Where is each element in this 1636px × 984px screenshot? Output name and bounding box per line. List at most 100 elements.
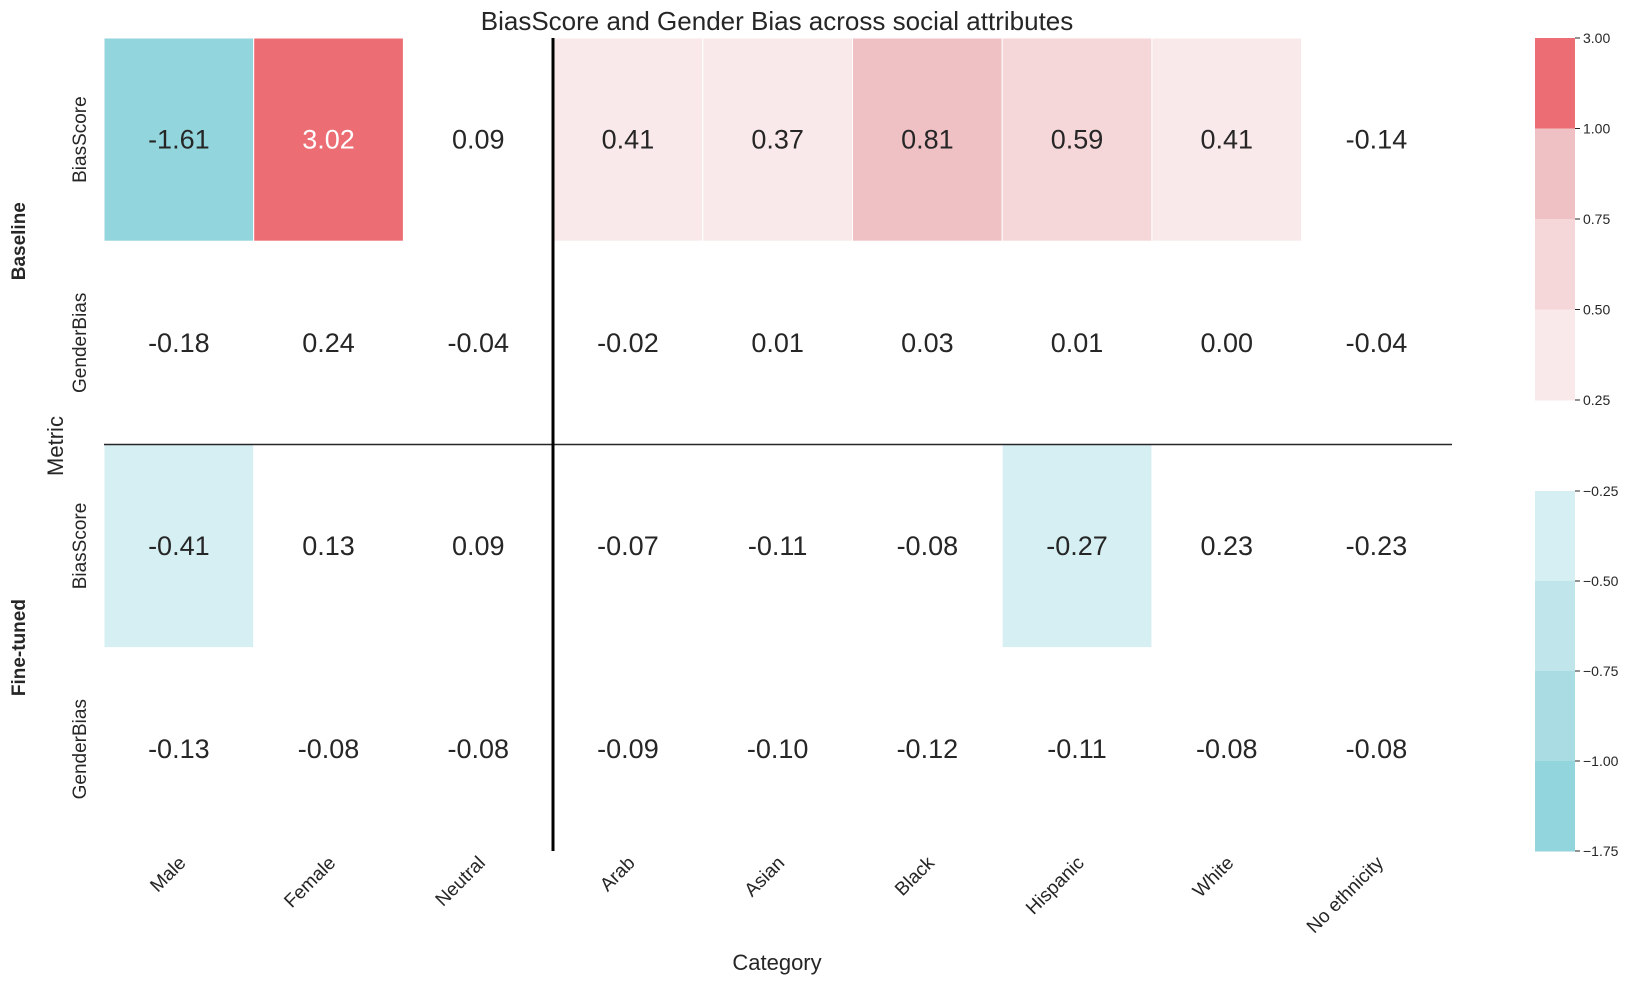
cell-value-label: -0.08 bbox=[1346, 734, 1408, 764]
colorbar-segment bbox=[1535, 219, 1575, 310]
colorbar-tick-label: −0.25 bbox=[1583, 483, 1619, 499]
cell-value-label: -0.12 bbox=[897, 734, 959, 764]
row-tick-label: BiasScore bbox=[70, 503, 91, 590]
x-tick-label: Black bbox=[891, 852, 939, 900]
section-dividers bbox=[104, 38, 1452, 851]
heatmap-cell bbox=[1002, 241, 1152, 445]
heatmap-cell bbox=[1151, 241, 1302, 445]
cell-value-label: 0.03 bbox=[901, 328, 954, 358]
colorbar-segment bbox=[1535, 491, 1575, 582]
heatmap-cell bbox=[253, 444, 404, 648]
heatmap-cell bbox=[852, 444, 1003, 648]
colorbar-tick-label: −0.50 bbox=[1583, 573, 1619, 589]
heatmap-cell bbox=[403, 38, 554, 242]
heatmap-cell bbox=[1001, 37, 1153, 242]
x-tick-label: Asian bbox=[741, 853, 789, 901]
colorbar-tick-label: 1.00 bbox=[1583, 121, 1610, 137]
colorbar-tick-label: −1.75 bbox=[1583, 843, 1619, 859]
cell-value-label: 0.41 bbox=[602, 125, 655, 155]
cell-value-label: -0.14 bbox=[1346, 125, 1408, 155]
heatmap-cell bbox=[852, 647, 1003, 851]
row-tick-label: GenderBias bbox=[70, 699, 91, 799]
cell-value-label: -1.61 bbox=[148, 125, 210, 155]
x-tick-label: Arab bbox=[596, 853, 639, 896]
cell-value-label: 0.13 bbox=[302, 531, 355, 561]
colorbar-tick-label: 0.75 bbox=[1583, 211, 1610, 227]
heatmap-cell bbox=[1001, 443, 1153, 649]
group-label: Baseline bbox=[9, 202, 30, 280]
cell-value-label: 0.09 bbox=[452, 125, 505, 155]
heatmap-cell bbox=[553, 647, 703, 851]
colorbar-segment bbox=[1535, 38, 1575, 129]
colorbar-tick-label: −0.75 bbox=[1583, 663, 1619, 679]
x-tick-label: Hispanic bbox=[1022, 853, 1088, 919]
heatmap-cells bbox=[103, 37, 1452, 851]
cell-value-label: 3.02 bbox=[302, 125, 355, 155]
colorbar-tick-label: −1.00 bbox=[1583, 753, 1619, 769]
cell-value-label: 0.41 bbox=[1200, 125, 1253, 155]
row-labels: BiasScore GenderBias BiasScore GenderBias bbox=[70, 96, 91, 799]
cell-value-label: -0.04 bbox=[447, 328, 509, 358]
cell-value-label: -0.10 bbox=[747, 734, 809, 764]
heatmap-cell bbox=[702, 647, 853, 851]
colorbars: 3.00 1.00 0.75 0.50 0.25 −0.25 −0.50 −0.75 −1.00… bbox=[1535, 30, 1619, 859]
colorbar-tick-label: 0.25 bbox=[1583, 392, 1610, 408]
cell-value-label: 0.81 bbox=[901, 125, 954, 155]
heatmap-cell bbox=[253, 241, 404, 445]
heatmap-cell bbox=[702, 444, 853, 648]
cell-value-label: 0.01 bbox=[751, 328, 804, 358]
heatmap-cell bbox=[1301, 444, 1452, 648]
heatmap-cell bbox=[1301, 241, 1452, 445]
heatmap-cell bbox=[253, 37, 404, 242]
cell-value-label: 0.00 bbox=[1200, 328, 1253, 358]
row-tick-label: GenderBias bbox=[70, 293, 91, 393]
heatmap-cell-labels: -1.61 3.02 0.09 0.41 0.37 0.81 0.59 0.41 -0.14 -0… bbox=[148, 125, 1407, 765]
row-tick-label: BiasScore bbox=[70, 96, 91, 183]
chart-title: BiasScore and Gender Bias across social … bbox=[481, 6, 1074, 36]
heatmap-cell bbox=[553, 444, 703, 648]
group-label: Fine-tuned bbox=[9, 599, 30, 696]
colorbar-segment bbox=[1535, 761, 1575, 852]
cell-value-label: -0.08 bbox=[298, 734, 360, 764]
heatmap-cell bbox=[1151, 37, 1303, 242]
heatmap-cell bbox=[1002, 647, 1152, 851]
x-axis-label: Category bbox=[732, 950, 821, 975]
x-tick-label: White bbox=[1189, 853, 1238, 902]
colorbar-segment bbox=[1535, 309, 1575, 401]
cell-value-label: 0.23 bbox=[1200, 531, 1253, 561]
cell-value-label: -0.08 bbox=[1196, 734, 1258, 764]
y-axis-label: Metric bbox=[43, 416, 68, 476]
x-tick-label: No ethnicity bbox=[1303, 852, 1388, 937]
heatmap-cell bbox=[1301, 38, 1452, 242]
heatmap-cell bbox=[552, 37, 704, 242]
x-tick-label: Female bbox=[280, 853, 340, 913]
heatmap-cell bbox=[104, 241, 254, 445]
cell-value-label: -0.07 bbox=[597, 531, 659, 561]
heatmap-cell bbox=[403, 647, 554, 851]
heatmap-cell bbox=[403, 241, 554, 445]
cell-value-label: -0.04 bbox=[1346, 328, 1408, 358]
heatmap-cell bbox=[702, 241, 853, 445]
heatmap-cell bbox=[403, 444, 554, 648]
group-labels: Baseline Fine-tuned bbox=[9, 202, 30, 696]
cell-value-label: -0.27 bbox=[1046, 531, 1108, 561]
colorbar-segment bbox=[1535, 128, 1575, 220]
cell-value-label: -0.18 bbox=[148, 328, 210, 358]
heatmap-cell bbox=[702, 37, 853, 242]
heatmap-cell bbox=[852, 241, 1003, 445]
cell-value-label: 0.24 bbox=[302, 328, 355, 358]
cell-value-label: -0.08 bbox=[447, 734, 509, 764]
heatmap-cell bbox=[253, 647, 404, 851]
x-tick-label: Neutral bbox=[432, 853, 490, 911]
x-tick-labels: Male Female Neutral Arab Asian Black Hispanic W… bbox=[146, 852, 1388, 937]
colorbar-segment bbox=[1535, 581, 1575, 672]
cell-value-label: -0.08 bbox=[897, 531, 959, 561]
heatmap-cell bbox=[1151, 444, 1302, 648]
cell-value-label: -0.11 bbox=[1047, 734, 1107, 764]
heatmap-cell bbox=[103, 37, 255, 242]
colorbar-tick-label: 0.50 bbox=[1583, 302, 1610, 318]
heatmap-cell bbox=[103, 443, 255, 649]
cell-value-label: 0.09 bbox=[452, 531, 505, 561]
cell-value-label: -0.09 bbox=[597, 734, 659, 764]
colorbar-tick-label: 3.00 bbox=[1583, 30, 1610, 46]
